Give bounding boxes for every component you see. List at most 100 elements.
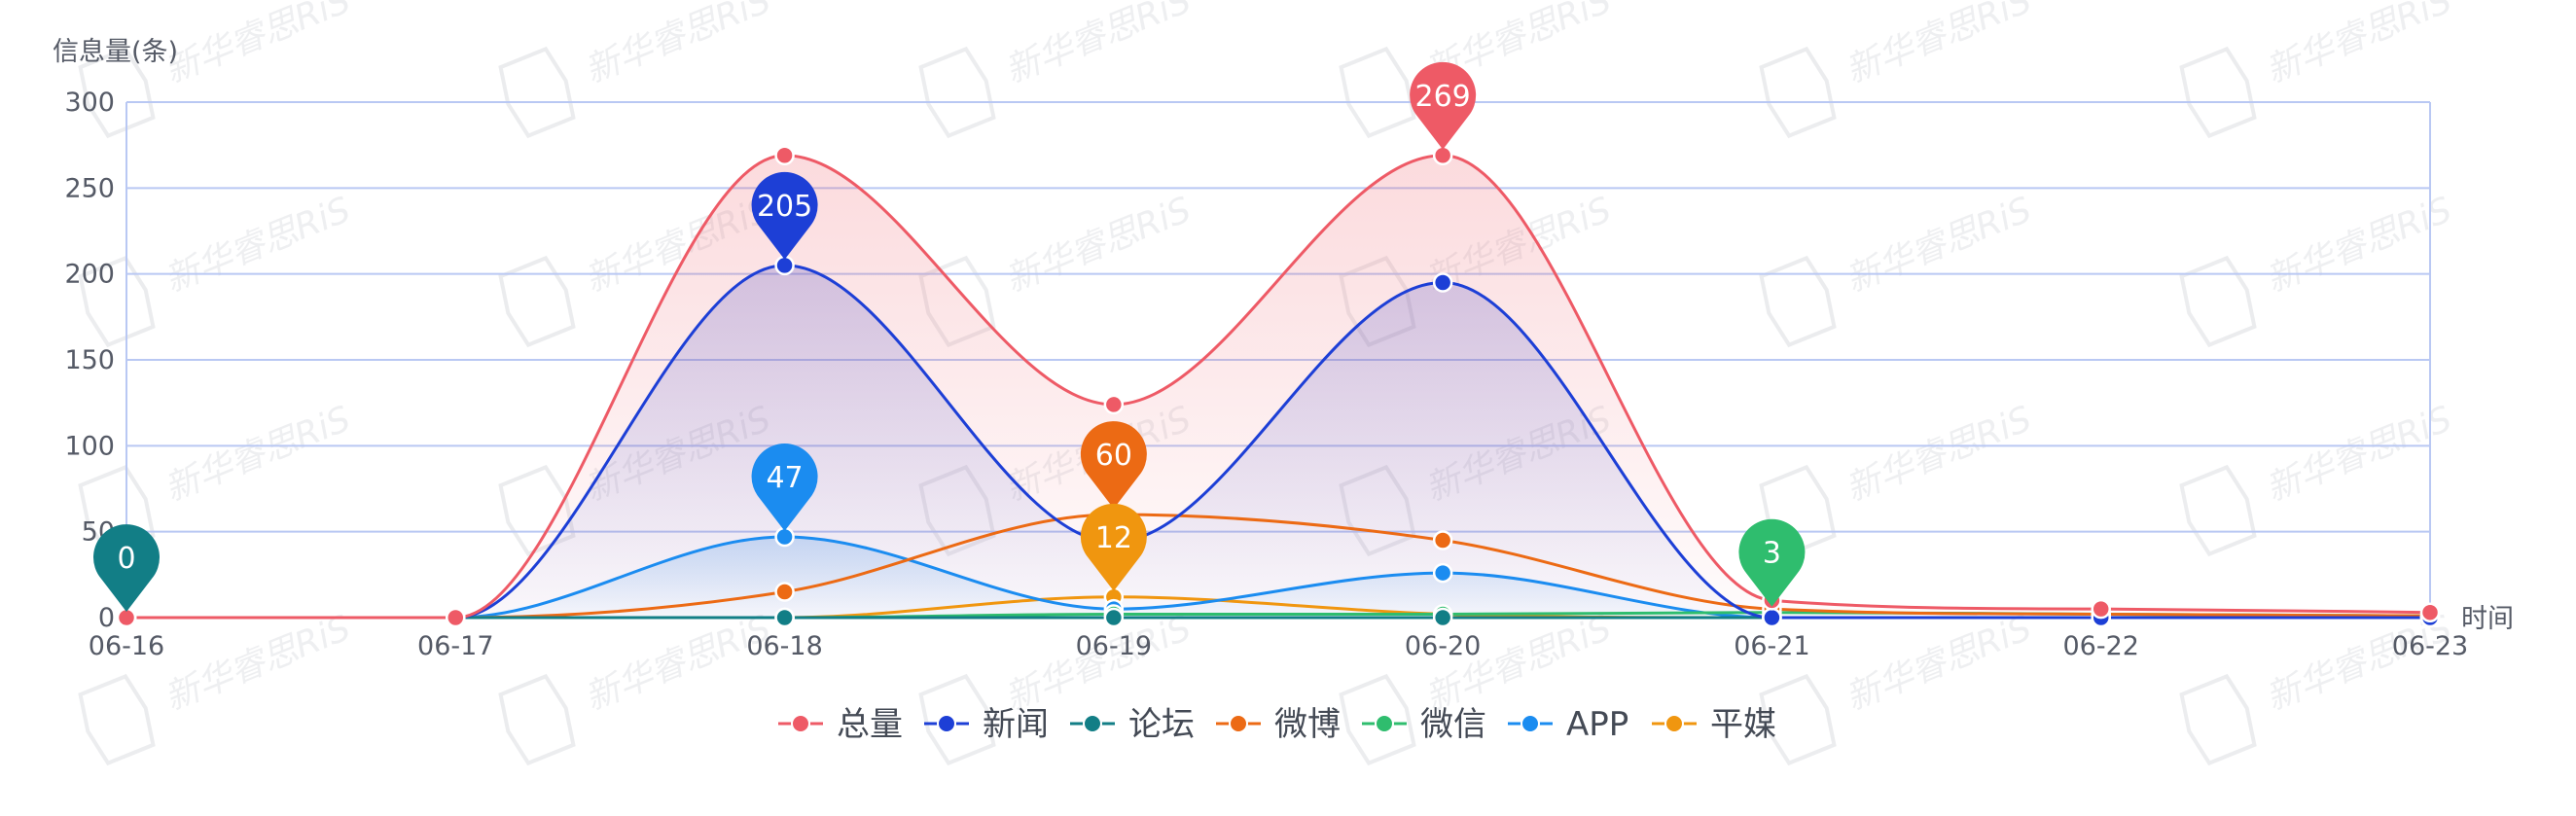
watermark-logo-icon: [498, 46, 576, 139]
legend-label: APP: [1566, 705, 1628, 744]
watermark-logo-icon: [1339, 673, 1416, 766]
legend-item[interactable]: 微信: [1362, 705, 1486, 744]
watermark-text: 新华睿思RiS: [160, 608, 357, 719]
y-tick-label: 300: [64, 88, 115, 118]
watermark-text: 新华睿思RiS: [1000, 0, 1198, 91]
value-pin: 205: [751, 171, 818, 260]
value-pin: 0: [93, 524, 160, 612]
watermark-text: 新华睿思RiS: [160, 399, 357, 510]
watermark-logo-icon: [78, 255, 156, 348]
watermark-logo-icon: [2179, 673, 2257, 766]
data-point[interactable]: [1432, 530, 1453, 550]
data-point[interactable]: [774, 145, 795, 166]
y-tick-label: 200: [64, 260, 115, 290]
watermark-text: 新华睿思RiS: [1000, 608, 1198, 719]
data-point[interactable]: [1103, 394, 1125, 415]
watermark-tile: 新华睿思RiS: [918, 0, 1198, 139]
watermark-text: 新华睿思RiS: [160, 190, 357, 301]
legend-dot-icon: [1521, 714, 1540, 733]
y-tick-label: 0: [98, 603, 115, 633]
data-point[interactable]: [1432, 272, 1453, 293]
legend-dot-icon: [1664, 714, 1684, 733]
pin-marker-icon: [1738, 518, 1806, 607]
watermark-text: 新华睿思RiS: [2261, 190, 2458, 301]
axes: 信息量(条) 时间: [53, 37, 2514, 634]
watermark-tile: 新华睿思RiS: [2179, 190, 2458, 348]
value-pin: 60: [1080, 421, 1147, 509]
watermark-text: 新华睿思RiS: [1000, 190, 1198, 301]
watermark-tile: 新华睿思RiS: [1759, 190, 2038, 348]
pin-value-label: 60: [1095, 439, 1132, 473]
data-point[interactable]: [774, 607, 795, 628]
legend-item[interactable]: 总量: [778, 705, 903, 744]
watermark-logo-icon: [2179, 46, 2257, 139]
watermark-logo-icon: [78, 673, 156, 766]
legend-label: 总量: [837, 705, 903, 744]
watermark-text: 新华睿思RiS: [2261, 0, 2458, 91]
legend-item[interactable]: 平媒: [1652, 705, 1776, 744]
watermark-tile: 新华睿思RiS: [1759, 0, 2038, 139]
watermark-text: 新华睿思RiS: [1841, 399, 2038, 510]
legend-label: 论坛: [1128, 705, 1195, 744]
series-area: [126, 155, 2430, 618]
value-pin: 47: [751, 443, 818, 531]
pin-value-label: 205: [757, 190, 812, 224]
data-point[interactable]: [1103, 607, 1125, 628]
y-tick-label: 150: [64, 345, 115, 375]
pin-marker-icon: [1080, 421, 1147, 509]
watermark-logo-icon: [1339, 46, 1416, 139]
value-pins: 269 205 0 60 3 47 12: [93, 61, 1806, 612]
pin-value-label: 0: [117, 542, 135, 576]
watermark-text: 新华睿思RiS: [1841, 0, 2038, 91]
data-point[interactable]: [446, 607, 466, 628]
watermark-tile: 新华睿思RiS: [1759, 399, 2038, 557]
legend: 总量 新闻 论坛 微博 微信 APP 平媒: [778, 705, 1776, 744]
x-tick-label: 06-22: [2062, 631, 2138, 661]
x-tick-label: 06-21: [1734, 631, 1809, 661]
pin-value-label: 12: [1095, 521, 1132, 555]
pin-value-label: 3: [1763, 537, 1781, 571]
legend-label: 微信: [1420, 705, 1486, 744]
watermark-tile: 新华睿思RiS: [2179, 399, 2458, 557]
pin-marker-icon: [751, 443, 818, 531]
legend-item[interactable]: 论坛: [1070, 705, 1195, 744]
data-point[interactable]: [2091, 598, 2111, 620]
series-line: [126, 154, 2431, 620]
data-point[interactable]: [1762, 607, 1782, 628]
legend-item[interactable]: APP: [1508, 705, 1628, 744]
x-tick-label: 06-17: [417, 631, 493, 661]
watermark-tile: 新华睿思RiS: [78, 190, 357, 348]
pin-marker-icon: [1080, 503, 1147, 591]
data-point[interactable]: [774, 582, 795, 602]
legend-dot-icon: [1229, 714, 1248, 733]
x-axis-title: 时间: [2461, 604, 2514, 634]
watermark-logo-icon: [1759, 46, 1837, 139]
data-point[interactable]: [2419, 602, 2441, 622]
legend-item[interactable]: 微博: [1216, 705, 1341, 744]
legend-dot-icon: [937, 714, 956, 733]
watermark-text: 新华睿思RiS: [2261, 399, 2458, 510]
watermark-tile: 新华睿思RiS: [1339, 0, 1617, 139]
watermark-text: 新华睿思RiS: [580, 608, 777, 719]
watermark-text: 新华睿思RiS: [1841, 190, 2038, 301]
legend-dot-icon: [1083, 714, 1102, 733]
legend-item[interactable]: 新闻: [924, 705, 1049, 744]
pin-marker-icon: [751, 171, 818, 260]
value-pin: 3: [1738, 518, 1806, 607]
watermark-text: 新华睿思RiS: [1841, 608, 2038, 719]
x-tick-label: 06-19: [1076, 631, 1152, 661]
watermark-logo-icon: [78, 46, 156, 139]
watermark-tile: 新华睿思RiS: [498, 0, 776, 139]
watermark-logo-icon: [918, 46, 996, 139]
value-pin: 12: [1080, 503, 1147, 591]
watermark-tile: 新华睿思RiS: [78, 0, 356, 139]
pin-marker-icon: [1410, 61, 1477, 150]
data-point[interactable]: [1432, 562, 1453, 584]
legend-label: 平媒: [1710, 705, 1776, 744]
pin-value-label: 269: [1415, 80, 1471, 114]
watermark-logo-icon: [498, 255, 576, 348]
data-point[interactable]: [1432, 607, 1453, 628]
legend-label: 微博: [1274, 705, 1341, 744]
watermark-tile: 新华睿思RiS: [2179, 0, 2458, 139]
